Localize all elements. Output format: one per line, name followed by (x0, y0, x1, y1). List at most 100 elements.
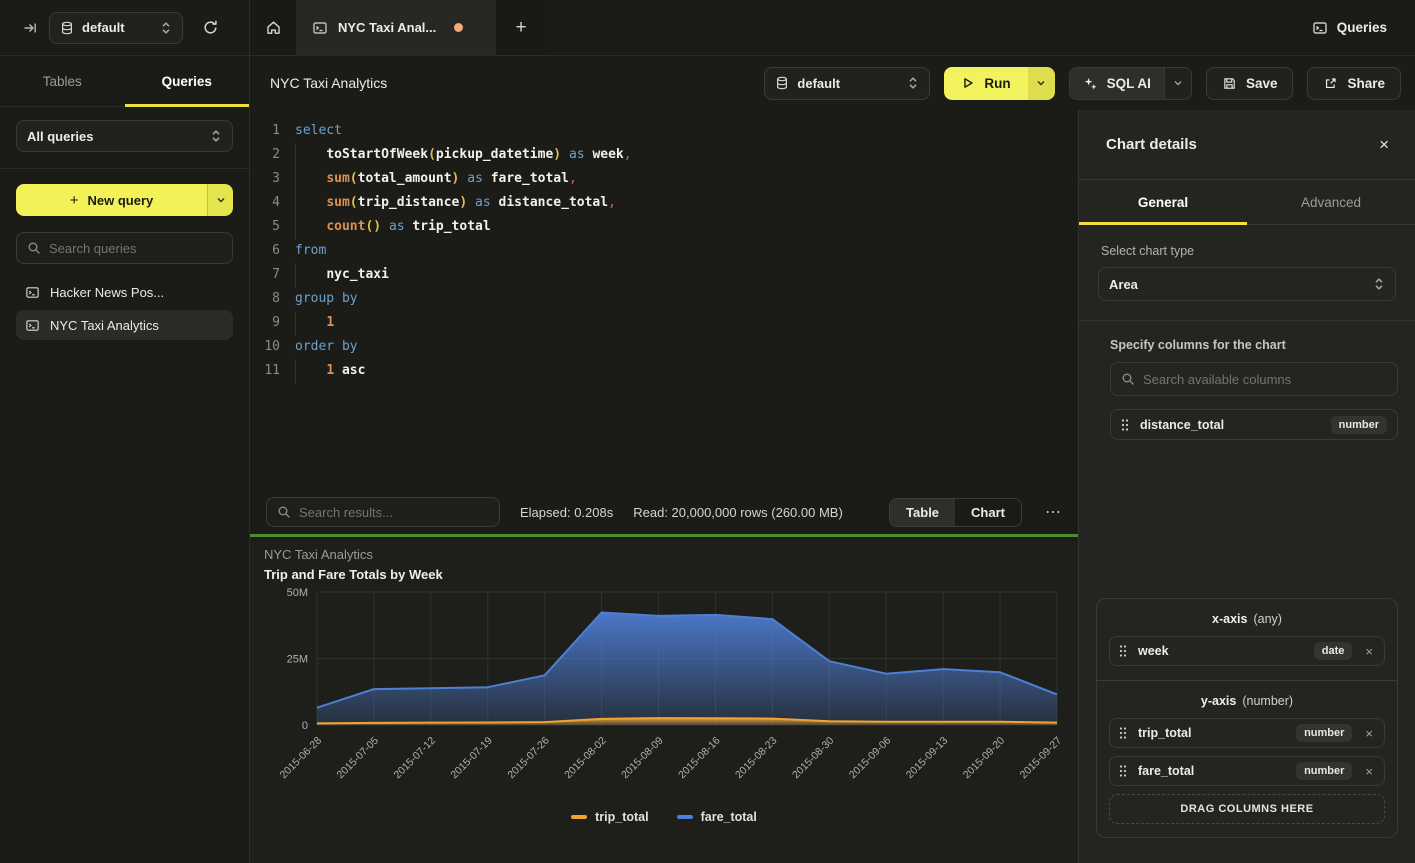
sql-editor[interactable]: 1 select 2 toStartOfWeek(pickup_datetime) … (250, 110, 1078, 490)
share-label: Share (1347, 75, 1385, 91)
code-line[interactable]: 11 1 asc (250, 359, 1078, 383)
run-button-main[interactable]: Run (944, 66, 1028, 100)
code-line[interactable]: 3 sum(total_amount) as fare_total, (250, 167, 1078, 191)
tab-general[interactable]: General (1079, 180, 1247, 225)
view-toggle-table[interactable]: Table (890, 498, 956, 526)
code-line[interactable]: 6 from (250, 239, 1078, 263)
results-more-button[interactable]: ⋯ (1045, 504, 1062, 521)
sql-ai-button-main[interactable]: SQL AI (1069, 67, 1164, 99)
drag-handle-icon[interactable] (1121, 418, 1129, 431)
sql-ai-dropdown[interactable] (1163, 67, 1191, 99)
query-filter-select[interactable]: All queries (16, 120, 233, 152)
tab-advanced[interactable]: Advanced (1300, 194, 1362, 210)
refresh-icon[interactable] (202, 19, 219, 36)
code-line[interactable]: 8 group by (250, 287, 1078, 311)
line-fare_total (316, 611, 1058, 709)
code-line[interactable]: 4 sum(trip_distance) as distance_total, (250, 191, 1078, 215)
run-button[interactable]: Run (944, 66, 1055, 100)
line-number: 2 (272, 147, 280, 162)
topbar: default NYC Taxi Anal... + Queries (0, 0, 1415, 56)
run-dropdown[interactable] (1027, 66, 1055, 100)
search-columns-input[interactable] (1143, 371, 1387, 387)
legend-item[interactable]: fare_total (676, 810, 757, 824)
axis-column-name: fare_total (1138, 764, 1195, 778)
home-tab[interactable] (250, 0, 296, 55)
legend-item[interactable]: trip_total (571, 810, 649, 824)
line-number: 3 (272, 171, 280, 186)
new-query-button-main[interactable]: + New query (16, 184, 207, 216)
code-line[interactable]: 2 toStartOfWeek(pickup_datetime) as week… (250, 143, 1078, 167)
drag-handle-icon[interactable] (1119, 727, 1127, 739)
y-axis-column-row[interactable]: fare_total number × (1109, 756, 1385, 786)
queries-button-label: Queries (1336, 20, 1387, 35)
y-axis-column-row[interactable]: trip_total number × (1109, 718, 1385, 748)
query-list-item[interactable]: NYC Taxi Analytics (16, 310, 233, 340)
line-number: 11 (264, 363, 280, 378)
remove-column-icon[interactable]: × (1365, 725, 1373, 741)
code-text: order by (295, 339, 358, 354)
x-axis-hint: (any) (1253, 612, 1282, 626)
code-text: group by (295, 291, 358, 306)
y-axis-ticks: 0 25M 50M (287, 587, 308, 732)
legend-label: trip_total (595, 810, 649, 824)
topbar-right[interactable]: Queries (1312, 0, 1415, 55)
sidebar: Tables Queries All queries + New query (0, 56, 250, 863)
new-query-label: New query (87, 192, 154, 208)
x-axis-header: x-axis (any) (1109, 612, 1385, 626)
code-line[interactable]: 1 select (250, 119, 1078, 143)
collapse-sidebar-icon[interactable] (22, 20, 38, 36)
drag-handle-icon[interactable] (1119, 645, 1127, 657)
search-icon (277, 505, 291, 519)
plus-icon: + (69, 191, 79, 209)
query-list-item[interactable]: Hacker News Pos... (16, 277, 233, 307)
code-text: select (295, 123, 342, 138)
code-line[interactable]: 10 order by (250, 335, 1078, 359)
drag-handle-icon[interactable] (1119, 765, 1127, 777)
close-icon[interactable]: × (1379, 135, 1389, 154)
save-button[interactable]: Save (1205, 66, 1294, 100)
share-icon (1323, 76, 1338, 91)
code-line[interactable]: 5 count() as trip_total (250, 215, 1078, 239)
chart-type-label: Select chart type (1101, 244, 1195, 258)
sql-ai-button[interactable]: SQL AI (1068, 66, 1192, 100)
remove-column-icon[interactable]: × (1365, 763, 1373, 779)
search-queries-box[interactable] (16, 232, 233, 264)
svg-text:2015-09-13: 2015-09-13 (904, 735, 951, 782)
results-bar: Elapsed: 0.208s Read: 20,000,000 rows (2… (250, 490, 1078, 534)
code-text: sum(trip_distance) as distance_total, (280, 191, 616, 215)
available-column-row[interactable]: distance_total number (1110, 409, 1398, 440)
code-line[interactable]: 7 nyc_taxi (250, 263, 1078, 287)
search-queries-input[interactable] (49, 240, 222, 256)
svg-text:2015-07-26: 2015-07-26 (505, 735, 552, 782)
code-line[interactable]: 9 1 (250, 311, 1078, 335)
divider (1097, 680, 1397, 681)
new-query-button[interactable]: + New query (16, 184, 233, 216)
drag-columns-dropzone[interactable]: DRAG COLUMNS HERE (1109, 794, 1385, 824)
query-icon (312, 20, 328, 36)
sidebar-tab-queries[interactable]: Queries (124, 56, 250, 107)
database-selector[interactable]: default (49, 11, 183, 44)
search-results-input[interactable] (299, 504, 489, 520)
code-text: toStartOfWeek(pickup_datetime) as week, (280, 143, 632, 167)
sidebar-tab-tables[interactable]: Tables (42, 73, 82, 89)
search-results-box[interactable] (266, 497, 500, 527)
new-tab-button[interactable]: + (515, 16, 527, 38)
svg-text:2015-08-02: 2015-08-02 (562, 735, 609, 782)
search-columns-box[interactable] (1110, 362, 1398, 396)
code-text: 1 asc (280, 359, 365, 383)
chart-panel: NYC Taxi Analytics Trip and Fare Totals … (250, 537, 1078, 863)
y-axis-header: y-axis (number) (1109, 694, 1385, 708)
share-button[interactable]: Share (1307, 66, 1401, 100)
line-number: 6 (272, 243, 280, 258)
new-query-dropdown[interactable] (207, 184, 233, 216)
svg-text:2015-07-19: 2015-07-19 (448, 735, 495, 782)
line-number: 8 (272, 291, 280, 306)
remove-column-icon[interactable]: × (1365, 643, 1373, 659)
view-toggle-chart[interactable]: Chart (955, 498, 1021, 526)
chevron-updown-icon (210, 129, 222, 143)
chart-type-select[interactable]: Area (1098, 267, 1396, 301)
run-database-selector[interactable]: default (764, 66, 931, 100)
tab-nyc-taxi-analytics[interactable]: NYC Taxi Anal... (296, 0, 496, 55)
x-axis-column-row[interactable]: week date × (1109, 636, 1385, 666)
